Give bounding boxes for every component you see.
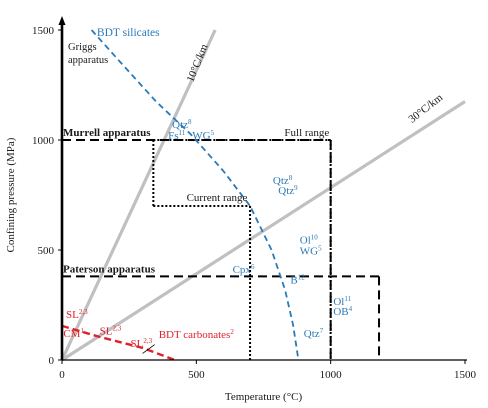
bdt-silicates-line — [90, 29, 300, 361]
full-range-label: Full range — [284, 127, 329, 139]
annotation-ol-10: Ol11 — [333, 295, 351, 308]
annotation-sl-15-sup: 2,3 — [112, 325, 121, 333]
y-axis-label: Confining pressure (MPa) — [5, 137, 17, 252]
annotation-sl-13: SL2,3 — [66, 308, 88, 321]
current-range-label: Current range — [187, 192, 248, 204]
annotation-ol-10-sup: 11 — [344, 295, 351, 303]
annotation-wg-7-sup: 5 — [318, 244, 322, 252]
annotation-sl-16-text: SL — [131, 338, 144, 350]
annotation-sl-13-text: SL — [66, 309, 79, 321]
bdt-carbonates-label-sup: 2 — [230, 328, 234, 336]
bdt-carbonates-line — [61, 324, 176, 362]
annotation-qtz-5-sup: 9 — [294, 184, 298, 192]
y-tick-label-1000: 1000 — [32, 135, 55, 147]
geotherm-label-30: 30°C/km — [406, 91, 445, 125]
bdt-carbonates-label: BDT carbonates2 — [159, 328, 235, 341]
annotation-ol-6-text: Ol — [300, 234, 311, 246]
annotation-b-9-text: B — [290, 274, 297, 286]
griggs-arrow-icon — [58, 16, 66, 25]
annotation-cm-14-sup: 1 — [80, 327, 84, 335]
annotation-wg-3-sup: 5 — [211, 129, 215, 137]
annotation-qtz-12: Qtz7 — [304, 327, 324, 340]
annotation-qtz-12-text: Qtz — [304, 328, 320, 340]
griggs-label-line2: apparatus — [68, 55, 108, 66]
annotation-wg-7: WG5 — [300, 244, 322, 257]
annotation-qtz-4-sup: 8 — [289, 174, 293, 182]
annotation-cm-14-text: CM — [63, 328, 80, 340]
x-tick-label-1000: 1000 — [320, 369, 343, 381]
bdt-carbonates-label-text: BDT carbonates — [159, 329, 231, 341]
annotation-fs-2: Fs11 — [168, 129, 186, 142]
annotation-cpx-8: Cpx6 — [233, 263, 255, 276]
annotation-sl-13-sup: 2,3 — [79, 308, 88, 316]
geotherm-line-1 — [60, 29, 217, 361]
annotation-wg-3: WG5 — [192, 129, 214, 142]
annotation-ob-11: OB4 — [333, 305, 352, 318]
annotation-wg-3-text: WG — [192, 130, 210, 142]
annotation-b-9: B12 — [290, 273, 305, 286]
annotation-b-9-sup: 12 — [298, 273, 306, 281]
annotation-ol-6-sup: 10 — [311, 233, 319, 241]
annotation-qtz-1-text: Qtz — [172, 119, 188, 131]
geotherm-line-2 — [61, 100, 466, 362]
annotation-ol-6: Ol10 — [300, 233, 319, 246]
x-tick-label-1500: 1500 — [454, 369, 477, 381]
annotation-cm-14: CM1 — [63, 327, 84, 340]
y-tick-label-1500: 1500 — [32, 25, 55, 37]
griggs-label: Griggs apparatus — [68, 42, 108, 66]
annotation-ol-10-text: Ol — [333, 296, 344, 308]
annotation-sl-16: SL2,3 — [131, 337, 153, 350]
annotation-fs-2-sup: 11 — [179, 129, 186, 137]
bdt-carbonates-leader — [142, 344, 155, 354]
paterson-label: Paterson apparatus — [63, 263, 156, 275]
x-axis-label: Temperature (°C) — [225, 391, 303, 403]
murrell-label: Murrell apparatus — [63, 127, 151, 139]
bdt-silicates-label: BDT silicates — [97, 27, 160, 39]
y-tick-label-500: 500 — [38, 245, 55, 257]
geotherm-label-10: 10°C/km — [185, 42, 211, 84]
annotation-qtz-5: Qtz9 — [278, 184, 298, 197]
annotation-sl-16-sup: 2,3 — [143, 337, 152, 345]
annotation-qtz-12-sup: 7 — [320, 327, 324, 335]
annotation-ob-11-text: OB — [333, 306, 348, 318]
x-tick-label-500: 500 — [188, 369, 205, 381]
griggs-label-line1: Griggs — [68, 42, 97, 53]
annotation-ob-11-sup: 4 — [349, 305, 353, 313]
annotation-fs-2-text: Fs — [168, 130, 178, 142]
annotation-wg-7-text: WG — [300, 245, 318, 257]
annotation-cpx-8-text: Cpx — [233, 264, 252, 276]
annotation-qtz-4: Qtz8 — [273, 174, 293, 187]
annotation-sl-15-text: SL — [100, 326, 113, 338]
annotation-qtz-5-text: Qtz — [278, 185, 294, 197]
y-tick-label-0: 0 — [49, 355, 55, 367]
annotation-qtz-1: Qtz8 — [172, 118, 192, 131]
x-tick-label-0: 0 — [59, 369, 65, 381]
annotation-qtz-1-sup: 8 — [188, 118, 192, 126]
annotation-cpx-8-sup: 6 — [251, 263, 255, 271]
annotation-qtz-4-text: Qtz — [273, 175, 289, 187]
annotation-sl-15: SL2,3 — [100, 325, 122, 338]
